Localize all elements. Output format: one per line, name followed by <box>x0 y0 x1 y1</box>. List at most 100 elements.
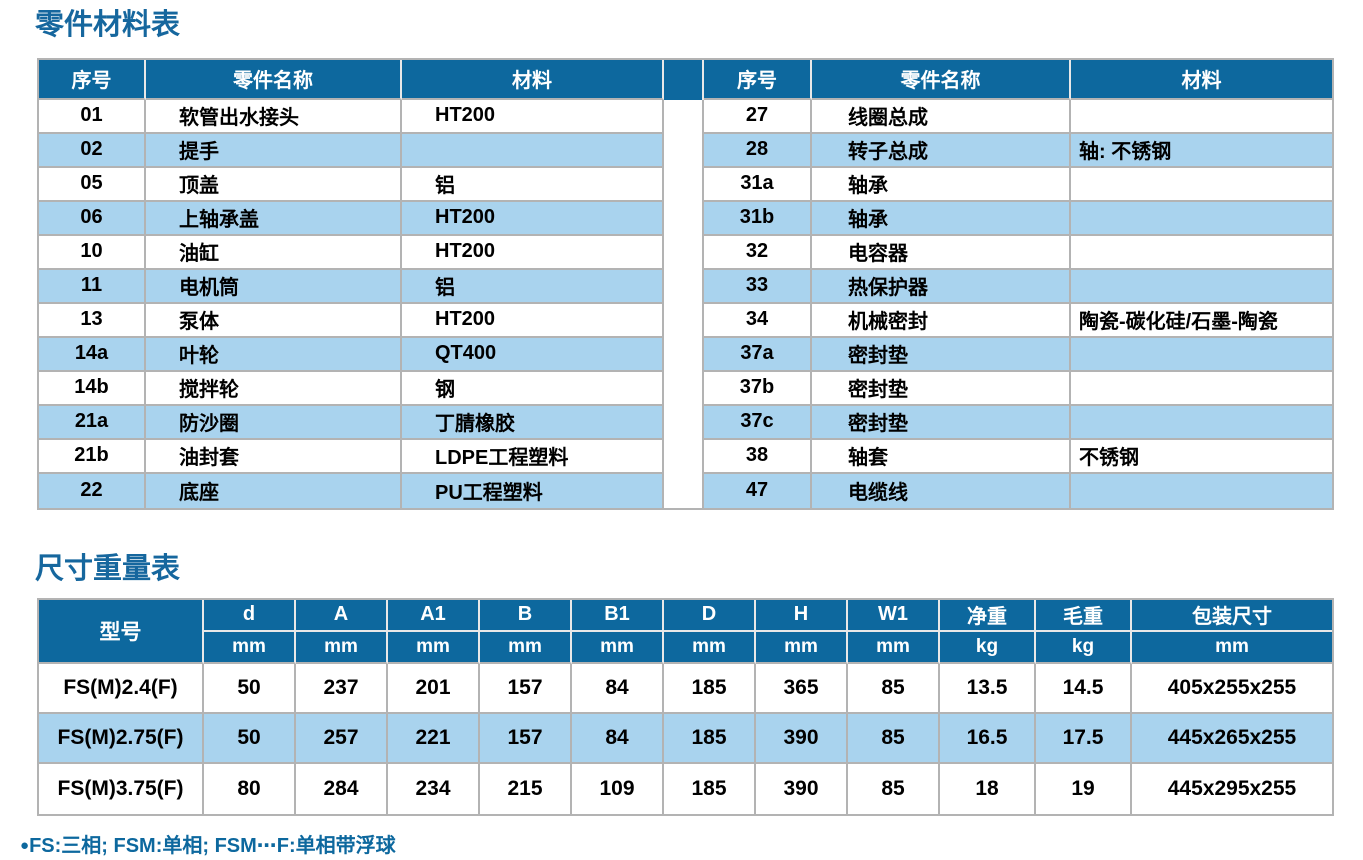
cell-value: 234 <box>388 763 480 814</box>
cell-value: 237 <box>296 663 388 714</box>
cell-value: 445x295x255 <box>1132 763 1332 814</box>
column-header-D: D <box>664 599 756 632</box>
cell-material: 陶瓷-碳化硅/石墨-陶瓷 <box>1071 303 1332 338</box>
table-row: 06 上轴承盖 HT200 31b 轴承 <box>39 201 1332 236</box>
column-header-d: d <box>204 599 296 632</box>
table-row: 01 软管出水接头 HT200 27 线圈总成 <box>39 99 1332 134</box>
spacer-header-cell <box>664 59 704 100</box>
table-header-row: 型号 d A A1 B B1 D H W1 净重 毛重 包装尺寸 <box>39 599 1332 664</box>
cell-material <box>1071 473 1332 508</box>
cell-serial: 21b <box>39 439 146 474</box>
cell-material: PU工程塑料 <box>402 473 664 508</box>
cell-part-name: 轴承 <box>812 167 1071 202</box>
cell-material: HT200 <box>402 303 664 338</box>
cell-value: 157 <box>480 713 572 764</box>
spacer-cell <box>664 303 704 338</box>
footnote-text: FS:三相; FSM:单相; FSM⋯F:单相带浮球 <box>29 834 396 857</box>
cell-value: 201 <box>388 663 480 714</box>
cell-material: 轴: 不锈钢 <box>1071 133 1332 168</box>
cell-model: FS(M)3.75(F) <box>39 763 204 814</box>
cell-serial: 31b <box>704 201 812 236</box>
cell-value: 157 <box>480 663 572 714</box>
cell-part-name: 软管出水接头 <box>146 99 402 134</box>
table-row: 13 泵体 HT200 34 机械密封 陶瓷-碳化硅/石墨-陶瓷 <box>39 303 1332 338</box>
cell-value: 84 <box>572 663 664 714</box>
table-header-row: 序号 零件名称 材料 序号 零件名称 材料 <box>39 59 1332 100</box>
cell-value: 390 <box>756 713 848 764</box>
spacer-cell <box>664 269 704 304</box>
column-header-W1: W1 <box>848 599 940 632</box>
cell-part-name: 密封垫 <box>812 405 1071 440</box>
cell-value: 257 <box>296 713 388 764</box>
table-row: FS(M)3.75(F) 80 284 234 215 109 185 390 … <box>39 763 1332 814</box>
cell-part-name: 搅拌轮 <box>146 371 402 406</box>
cell-model: FS(M)2.75(F) <box>39 713 204 764</box>
cell-serial: 02 <box>39 133 146 168</box>
cell-serial: 47 <box>704 473 812 508</box>
cell-value: 405x255x255 <box>1132 663 1332 714</box>
cell-part-name: 机械密封 <box>812 303 1071 338</box>
size-weight-table: 型号 d A A1 B B1 D H W1 净重 毛重 包装尺寸 mm mm m… <box>37 597 1334 816</box>
cell-material: 铝 <box>402 269 664 304</box>
cell-serial: 28 <box>704 133 812 168</box>
cell-material <box>1071 99 1332 134</box>
column-header-part-name: 零件名称 <box>812 59 1071 100</box>
cell-part-name: 电缆线 <box>812 473 1071 508</box>
spacer-cell <box>664 99 704 134</box>
cell-serial: 34 <box>704 303 812 338</box>
cell-value: 50 <box>204 663 296 714</box>
size-table-title: 尺寸重量表 <box>35 552 181 585</box>
table-units-row: mm mm mm mm mm mm mm mm kg kg mm <box>39 631 1332 664</box>
cell-value: 17.5 <box>1036 713 1132 764</box>
column-header-part-name: 零件名称 <box>146 59 402 100</box>
table-row: 22 底座 PU工程塑料 47 电缆线 <box>39 473 1332 508</box>
cell-serial: 37b <box>704 371 812 406</box>
unit-cell: mm <box>1132 631 1332 664</box>
unit-cell: mm <box>388 631 480 664</box>
table-row: 14a 叶轮 QT400 37a 密封垫 <box>39 337 1332 372</box>
spacer-cell <box>664 371 704 406</box>
cell-part-name: 叶轮 <box>146 337 402 372</box>
cell-value: 390 <box>756 763 848 814</box>
cell-part-name: 轴套 <box>812 439 1071 474</box>
table-row: 21b 油封套 LDPE工程塑料 38 轴套 不锈钢 <box>39 439 1332 474</box>
cell-material <box>1071 201 1332 236</box>
column-header-serial: 序号 <box>704 59 812 100</box>
cell-material: HT200 <box>402 99 664 134</box>
cell-serial: 14b <box>39 371 146 406</box>
column-header-A1: A1 <box>388 599 480 632</box>
cell-material: 丁腈橡胶 <box>402 405 664 440</box>
cell-serial: 11 <box>39 269 146 304</box>
cell-material: LDPE工程塑料 <box>402 439 664 474</box>
cell-material: 钢 <box>402 371 664 406</box>
unit-cell: mm <box>204 631 296 664</box>
spacer-cell <box>664 439 704 474</box>
cell-value: 80 <box>204 763 296 814</box>
unit-cell: mm <box>664 631 756 664</box>
cell-serial: 32 <box>704 235 812 270</box>
cell-part-name: 密封垫 <box>812 337 1071 372</box>
bullet-icon: ● <box>20 836 30 854</box>
spacer-cell <box>664 167 704 202</box>
spacer-cell <box>664 405 704 440</box>
column-header-H: H <box>756 599 848 632</box>
spacer-cell <box>664 337 704 372</box>
cell-value: 185 <box>664 663 756 714</box>
spacer-cell <box>664 235 704 270</box>
cell-part-name: 泵体 <box>146 303 402 338</box>
cell-material: 不锈钢 <box>1071 439 1332 474</box>
cell-value: 50 <box>204 713 296 764</box>
cell-material: 铝 <box>402 167 664 202</box>
parts-table-title: 零件材料表 <box>35 9 181 41</box>
cell-value: 185 <box>664 763 756 814</box>
table-row: 05 顶盖 铝 31a 轴承 <box>39 167 1332 202</box>
table-row: FS(M)2.75(F) 50 257 221 157 84 185 390 8… <box>39 713 1332 764</box>
cell-value: 85 <box>848 763 940 814</box>
cell-serial: 14a <box>39 337 146 372</box>
spacer-cell <box>664 473 704 508</box>
cell-serial: 27 <box>704 99 812 134</box>
table-row: 02 提手 28 转子总成 轴: 不锈钢 <box>39 133 1332 168</box>
cell-value: 85 <box>848 663 940 714</box>
cell-value: 16.5 <box>940 713 1036 764</box>
footnote: ●FS:三相; FSM:单相; FSM⋯F:单相带浮球 <box>20 829 1363 858</box>
